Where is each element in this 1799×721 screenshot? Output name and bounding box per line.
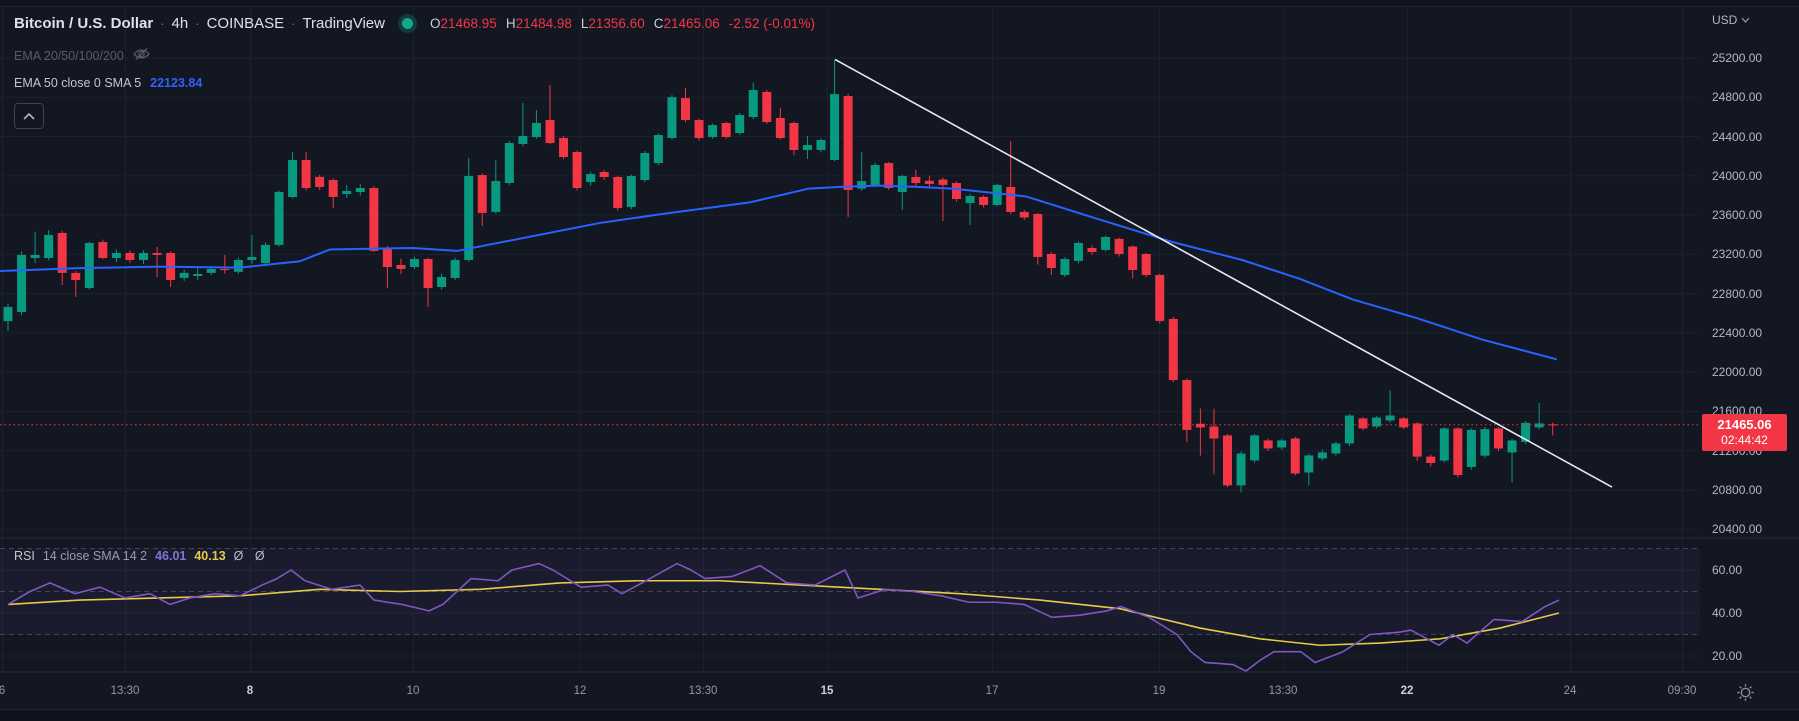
price-axis-label: 24400.00 xyxy=(1712,129,1763,144)
chevron-up-icon xyxy=(23,112,35,120)
indicator-legend-ema50[interactable]: EMA 50 close 0 SMA 5 22123.84 xyxy=(14,76,202,90)
time-axis-label: 24 xyxy=(1563,685,1577,697)
price-axis-label: 24000.00 xyxy=(1712,168,1763,183)
current-price-badge: 21465.06 02:44:42 xyxy=(1702,414,1787,451)
low-value: 21356.60 xyxy=(588,16,645,31)
time-axis-label: 13:30 xyxy=(110,685,140,697)
symbol-legend: Bitcoin / U.S. Dollar · 4h · COINBASE · … xyxy=(14,15,815,32)
time-axis-label: 19 xyxy=(1152,685,1166,697)
change-value: -2.52 (-0.01%) xyxy=(728,16,816,31)
collapse-legend-button[interactable] xyxy=(14,103,44,129)
price-axis-label: 22400.00 xyxy=(1712,325,1763,340)
indicator-legend-ema-pack[interactable]: EMA 20/50/100/200 xyxy=(14,47,151,64)
time-axis-label: 12 xyxy=(573,685,587,697)
market-status-icon[interactable] xyxy=(401,18,413,29)
brand-label: TradingView xyxy=(302,15,385,32)
price-axis-label: 20400.00 xyxy=(1712,522,1763,537)
time-axis-label: 6 xyxy=(0,685,6,697)
rsi-axis-label: 20.00 xyxy=(1712,649,1743,663)
rsi-title: RSI xyxy=(14,549,35,563)
separator: · xyxy=(160,16,165,31)
eye-hidden-icon[interactable] xyxy=(132,47,151,64)
time-axis-label: 10 xyxy=(406,685,420,697)
time-axis-label: 09:30 xyxy=(1667,685,1697,697)
symbol-title[interactable]: Bitcoin / U.S. Dollar xyxy=(14,15,154,32)
price-axis-label: 20800.00 xyxy=(1712,483,1763,497)
time-axis-label: 17 xyxy=(985,685,999,697)
close-value: 21465.06 xyxy=(663,16,720,31)
rsi-ma-line[interactable] xyxy=(7,579,1560,647)
rsi-extra-values: Ø Ø xyxy=(233,549,269,563)
indicator-label: EMA 50 close 0 SMA 5 xyxy=(14,76,142,90)
rsi-ma-value: 40.13 xyxy=(194,549,226,563)
gear-icon xyxy=(1737,684,1754,701)
price-axis-label: 24800.00 xyxy=(1712,90,1763,105)
current-price-value: 21465.06 xyxy=(1717,417,1772,432)
separator: · xyxy=(291,16,296,31)
ema50-line[interactable] xyxy=(0,184,1558,361)
price-axis-label: 22800.00 xyxy=(1712,286,1763,301)
price-axis-label: 23200.00 xyxy=(1712,247,1763,262)
ohlc-readout: O21468.95 H21484.98 L21356.60 C21465.06 … xyxy=(429,16,816,31)
chevron-down-icon xyxy=(1741,17,1750,23)
indicator-label: EMA 20/50/100/200 xyxy=(14,48,124,63)
time-axis-label: 13:30 xyxy=(688,685,718,697)
rsi-value: 46.01 xyxy=(155,549,187,563)
indicator-value: 22123.84 xyxy=(150,76,203,90)
currency-selector[interactable]: USD xyxy=(1712,13,1750,27)
bar-countdown: 02:44:42 xyxy=(1721,433,1768,447)
rsi-line[interactable] xyxy=(7,562,1560,672)
time-axis-label: 15 xyxy=(820,685,834,697)
interval-label[interactable]: 4h xyxy=(171,15,189,32)
vertical-gridlines xyxy=(2,7,1683,672)
price-axis-label: 25200.00 xyxy=(1712,51,1763,65)
separator: · xyxy=(195,16,200,31)
rsi-axis-label: 60.00 xyxy=(1712,563,1743,577)
price-axis-label: 22000.00 xyxy=(1712,365,1763,380)
rsi-params: 14 close SMA 14 2 xyxy=(42,549,148,563)
currency-label: USD xyxy=(1712,13,1738,27)
time-axis-label: 22 xyxy=(1400,685,1414,697)
timezone-settings-button[interactable] xyxy=(1735,682,1756,708)
price-axis-label: 23600.00 xyxy=(1712,208,1763,223)
candles-layer[interactable] xyxy=(3,59,1558,493)
high-value: 21484.98 xyxy=(515,16,572,31)
rsi-axis-label: 40.00 xyxy=(1712,606,1743,620)
open-value: 21468.95 xyxy=(440,16,497,31)
rsi-legend[interactable]: RSI 14 close SMA 14 2 46.01 40.13 Ø Ø xyxy=(14,549,269,563)
time-axis-label: 8 xyxy=(246,685,254,697)
exchange-label[interactable]: COINBASE xyxy=(206,15,285,32)
trendline-drawing[interactable] xyxy=(834,58,1613,488)
time-axis-label: 13:30 xyxy=(1268,685,1298,697)
